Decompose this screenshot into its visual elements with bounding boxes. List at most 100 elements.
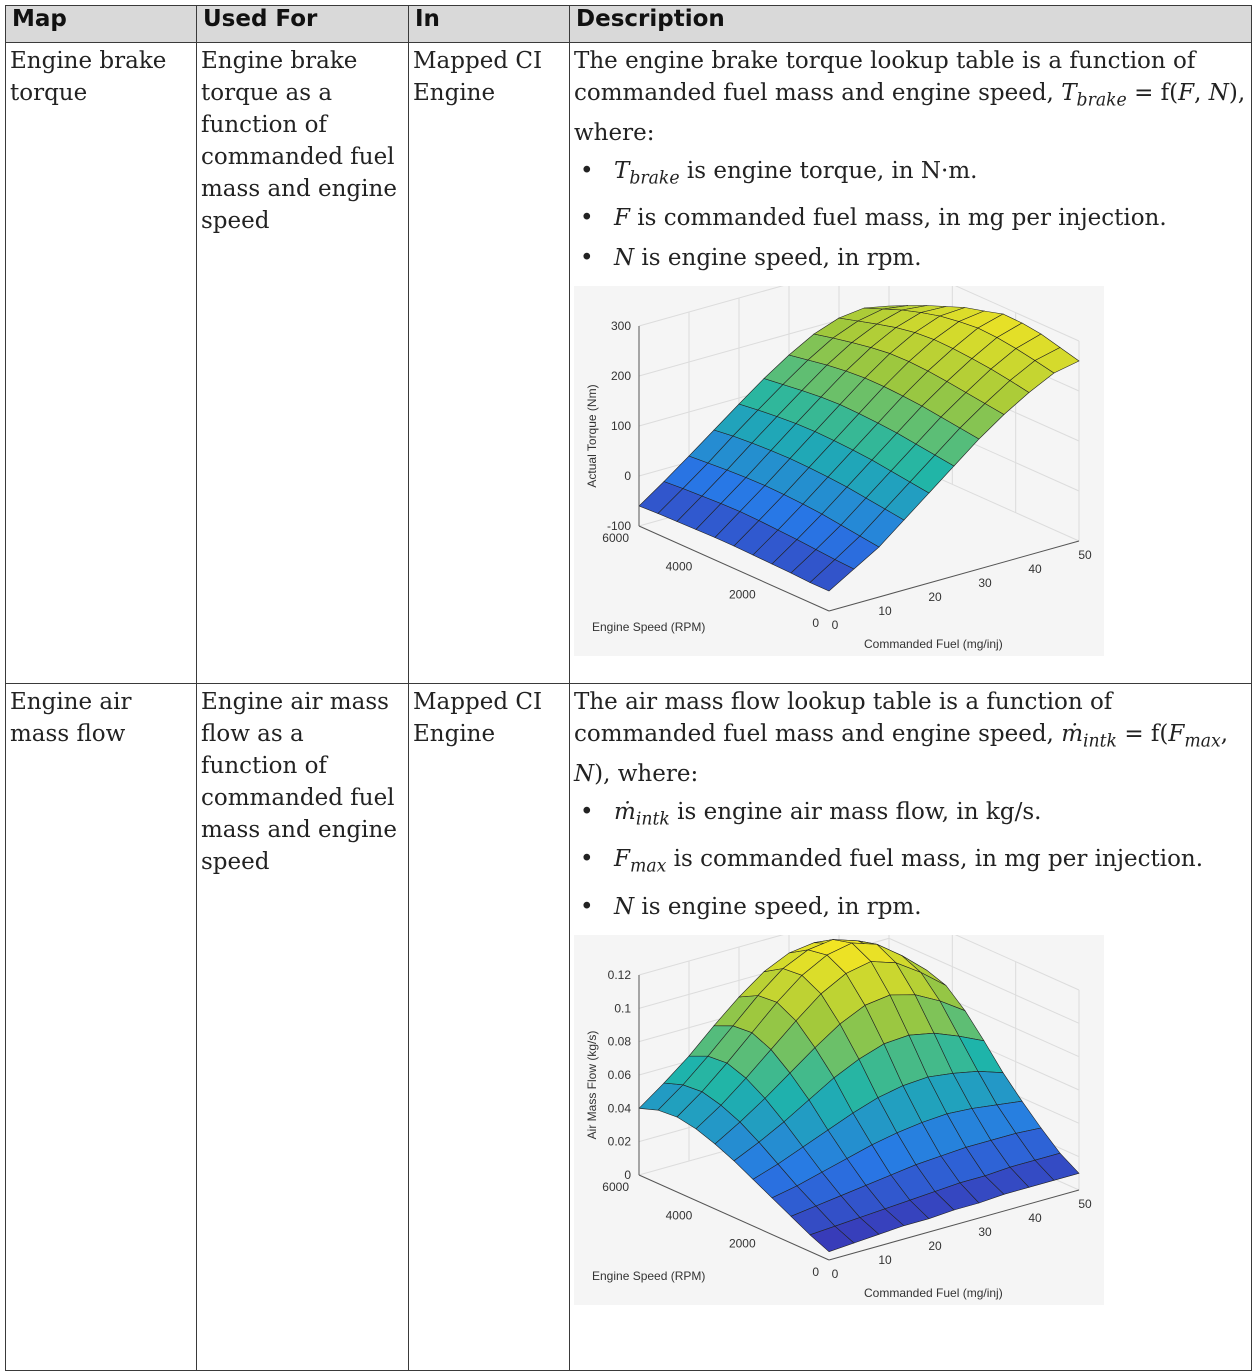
x-tick-label: 40 bbox=[1028, 1211, 1042, 1225]
formula-lhs-sub: intk bbox=[1083, 731, 1118, 752]
list-item: Fmax is commanded fuel mass, in mg per i… bbox=[574, 843, 1247, 883]
surface-patch bbox=[1034, 347, 1080, 374]
table-row: Engine brake torque Engine brake torque … bbox=[5, 42, 1252, 684]
y-axis-line bbox=[638, 1174, 830, 1261]
definition-list: Tbrake is engine torque, in N·m. F is co… bbox=[574, 155, 1247, 275]
formula-sep: , bbox=[1194, 80, 1209, 106]
bullet-symbol: F bbox=[614, 205, 630, 232]
map-cell: Engine air mass flow bbox=[5, 683, 197, 1371]
formula-lhs: ṁ bbox=[1061, 721, 1083, 747]
bullet-symbol: N bbox=[614, 245, 635, 272]
bullet-symbol-sub: intk bbox=[635, 809, 670, 830]
bullet-text: is commanded fuel mass, in mg per inject… bbox=[666, 846, 1204, 873]
header-used-for: Used For bbox=[196, 5, 409, 43]
z-tick-label: 0 bbox=[624, 1168, 631, 1182]
formula-arg2: N bbox=[1208, 80, 1229, 106]
y-axis-line bbox=[638, 525, 830, 612]
x-tick-label: 30 bbox=[978, 576, 992, 590]
formula-arg1: F bbox=[1168, 721, 1185, 747]
y-tick-label: 0 bbox=[812, 1265, 819, 1279]
y-tick-label: 0 bbox=[812, 616, 819, 630]
formula-arg1: F bbox=[1178, 80, 1195, 106]
z-tick-label: 0.12 bbox=[608, 968, 632, 982]
z-tick-label: 0.02 bbox=[608, 1134, 632, 1148]
description-intro: The engine brake torque lookup table is … bbox=[574, 48, 1196, 106]
x-tick-label: 50 bbox=[1078, 1197, 1092, 1211]
bullet-text: is engine speed, in rpm. bbox=[634, 245, 922, 272]
z-tick-label: 0.06 bbox=[608, 1068, 632, 1082]
list-item: ṁintk is engine air mass flow, in kg/s. bbox=[574, 796, 1247, 836]
airflow-surface-plot: 0 0.02 0.04 0.06 0.08 0.1 0.12 6000 4000 2000 0 0 10… bbox=[574, 934, 1104, 1305]
y-tick-label: 2000 bbox=[729, 588, 756, 602]
bullet-symbol: F bbox=[614, 846, 630, 873]
y-axis-title: Engine Speed (RPM) bbox=[592, 620, 705, 634]
x-axis-line bbox=[828, 1189, 1080, 1261]
z-tick-label: 0.08 bbox=[608, 1034, 632, 1048]
formula-lhs: T bbox=[1061, 80, 1077, 106]
y-tick-label: 4000 bbox=[666, 560, 693, 574]
z-tick-label: 0.04 bbox=[608, 1101, 632, 1115]
definition-list: ṁintk is engine air mass flow, in kg/s. … bbox=[574, 796, 1247, 923]
formula-arg1-sub: max bbox=[1184, 731, 1221, 752]
bullet-symbol: T bbox=[614, 157, 630, 184]
header-description: Description bbox=[569, 5, 1252, 43]
x-tick-label: 20 bbox=[928, 590, 942, 604]
z-axis-title: Actual Torque (Nm) bbox=[585, 385, 599, 488]
maps-table: Map Used For In Description Engine brake… bbox=[5, 5, 1252, 1371]
y-tick-label: 6000 bbox=[602, 531, 629, 545]
bullet-text: is commanded fuel mass, in mg per inject… bbox=[629, 205, 1167, 232]
x-tick-label: 50 bbox=[1078, 548, 1092, 562]
x-axis-line bbox=[828, 540, 1080, 612]
list-item: F is commanded fuel mass, in mg per inje… bbox=[574, 202, 1247, 234]
x-tick-label: 10 bbox=[878, 1253, 892, 1267]
y-axis-title: Engine Speed (RPM) bbox=[592, 1269, 705, 1283]
z-tick-label: 200 bbox=[611, 369, 631, 383]
bullet-text: is engine torque, in N·m. bbox=[679, 157, 978, 184]
grid-line bbox=[638, 286, 1080, 342]
z-tick-label: -100 bbox=[607, 519, 631, 533]
x-tick-label: 40 bbox=[1028, 562, 1042, 576]
description-text: The air mass flow lookup table is a func… bbox=[574, 686, 1247, 790]
x-tick-label: 10 bbox=[878, 604, 892, 618]
formula-end: ), where: bbox=[574, 80, 1246, 146]
z-tick-label: 0 bbox=[624, 469, 631, 483]
formula-eq: = f( bbox=[1126, 80, 1179, 106]
header-map: Map bbox=[5, 5, 197, 43]
x-tick-label: 20 bbox=[928, 1239, 942, 1253]
used-for-cell: Engine air mass flow as a function of co… bbox=[196, 683, 409, 1371]
x-axis-title: Commanded Fuel (mg/inj) bbox=[864, 1286, 1003, 1300]
x-tick-label: 0 bbox=[832, 618, 839, 632]
torque-surface-plot: -100 0 100 200 300 6000 4000 2000 0 0 10 20 30 40 50 Ac… bbox=[574, 286, 1104, 657]
in-cell: Mapped CI Engine bbox=[408, 683, 570, 1371]
description-intro: The air mass flow lookup table is a func… bbox=[574, 689, 1113, 747]
table-row: Engine air mass flow Engine air mass flo… bbox=[5, 683, 1252, 1371]
z-tick-label: 100 bbox=[611, 419, 631, 433]
x-tick-label: 0 bbox=[832, 1267, 839, 1281]
list-item: N is engine speed, in rpm. bbox=[574, 891, 1247, 923]
bullet-symbol: ṁ bbox=[614, 798, 636, 825]
bullet-text: is engine air mass flow, in kg/s. bbox=[669, 798, 1042, 825]
in-cell: Mapped CI Engine bbox=[408, 42, 570, 684]
bullet-symbol-sub: max bbox=[629, 856, 667, 877]
bullet-symbol: N bbox=[614, 893, 635, 920]
list-item: N is engine speed, in rpm. bbox=[574, 242, 1247, 274]
y-tick-label: 4000 bbox=[666, 1208, 693, 1222]
map-cell: Engine brake torque bbox=[5, 42, 197, 684]
list-item: Tbrake is engine torque, in N·m. bbox=[574, 155, 1247, 195]
x-axis-title: Commanded Fuel (mg/inj) bbox=[864, 637, 1003, 651]
z-tick-label: 0.1 bbox=[614, 1001, 631, 1015]
z-tick-label: 300 bbox=[611, 319, 631, 333]
description-cell: The engine brake torque lookup table is … bbox=[569, 42, 1252, 684]
formula-end: ), where: bbox=[594, 760, 699, 787]
header-in: In bbox=[408, 5, 570, 43]
formula-arg2: N bbox=[574, 760, 595, 787]
description-cell: The air mass flow lookup table is a func… bbox=[569, 683, 1252, 1371]
y-tick-label: 2000 bbox=[729, 1236, 756, 1250]
header-row: Map Used For In Description bbox=[5, 5, 1252, 43]
used-for-cell: Engine brake torque as a function of com… bbox=[196, 42, 409, 684]
formula-eq: = f( bbox=[1117, 721, 1169, 747]
y-tick-label: 6000 bbox=[602, 1180, 629, 1194]
z-axis-title: Air Mass Flow (kg/s) bbox=[585, 1030, 599, 1139]
